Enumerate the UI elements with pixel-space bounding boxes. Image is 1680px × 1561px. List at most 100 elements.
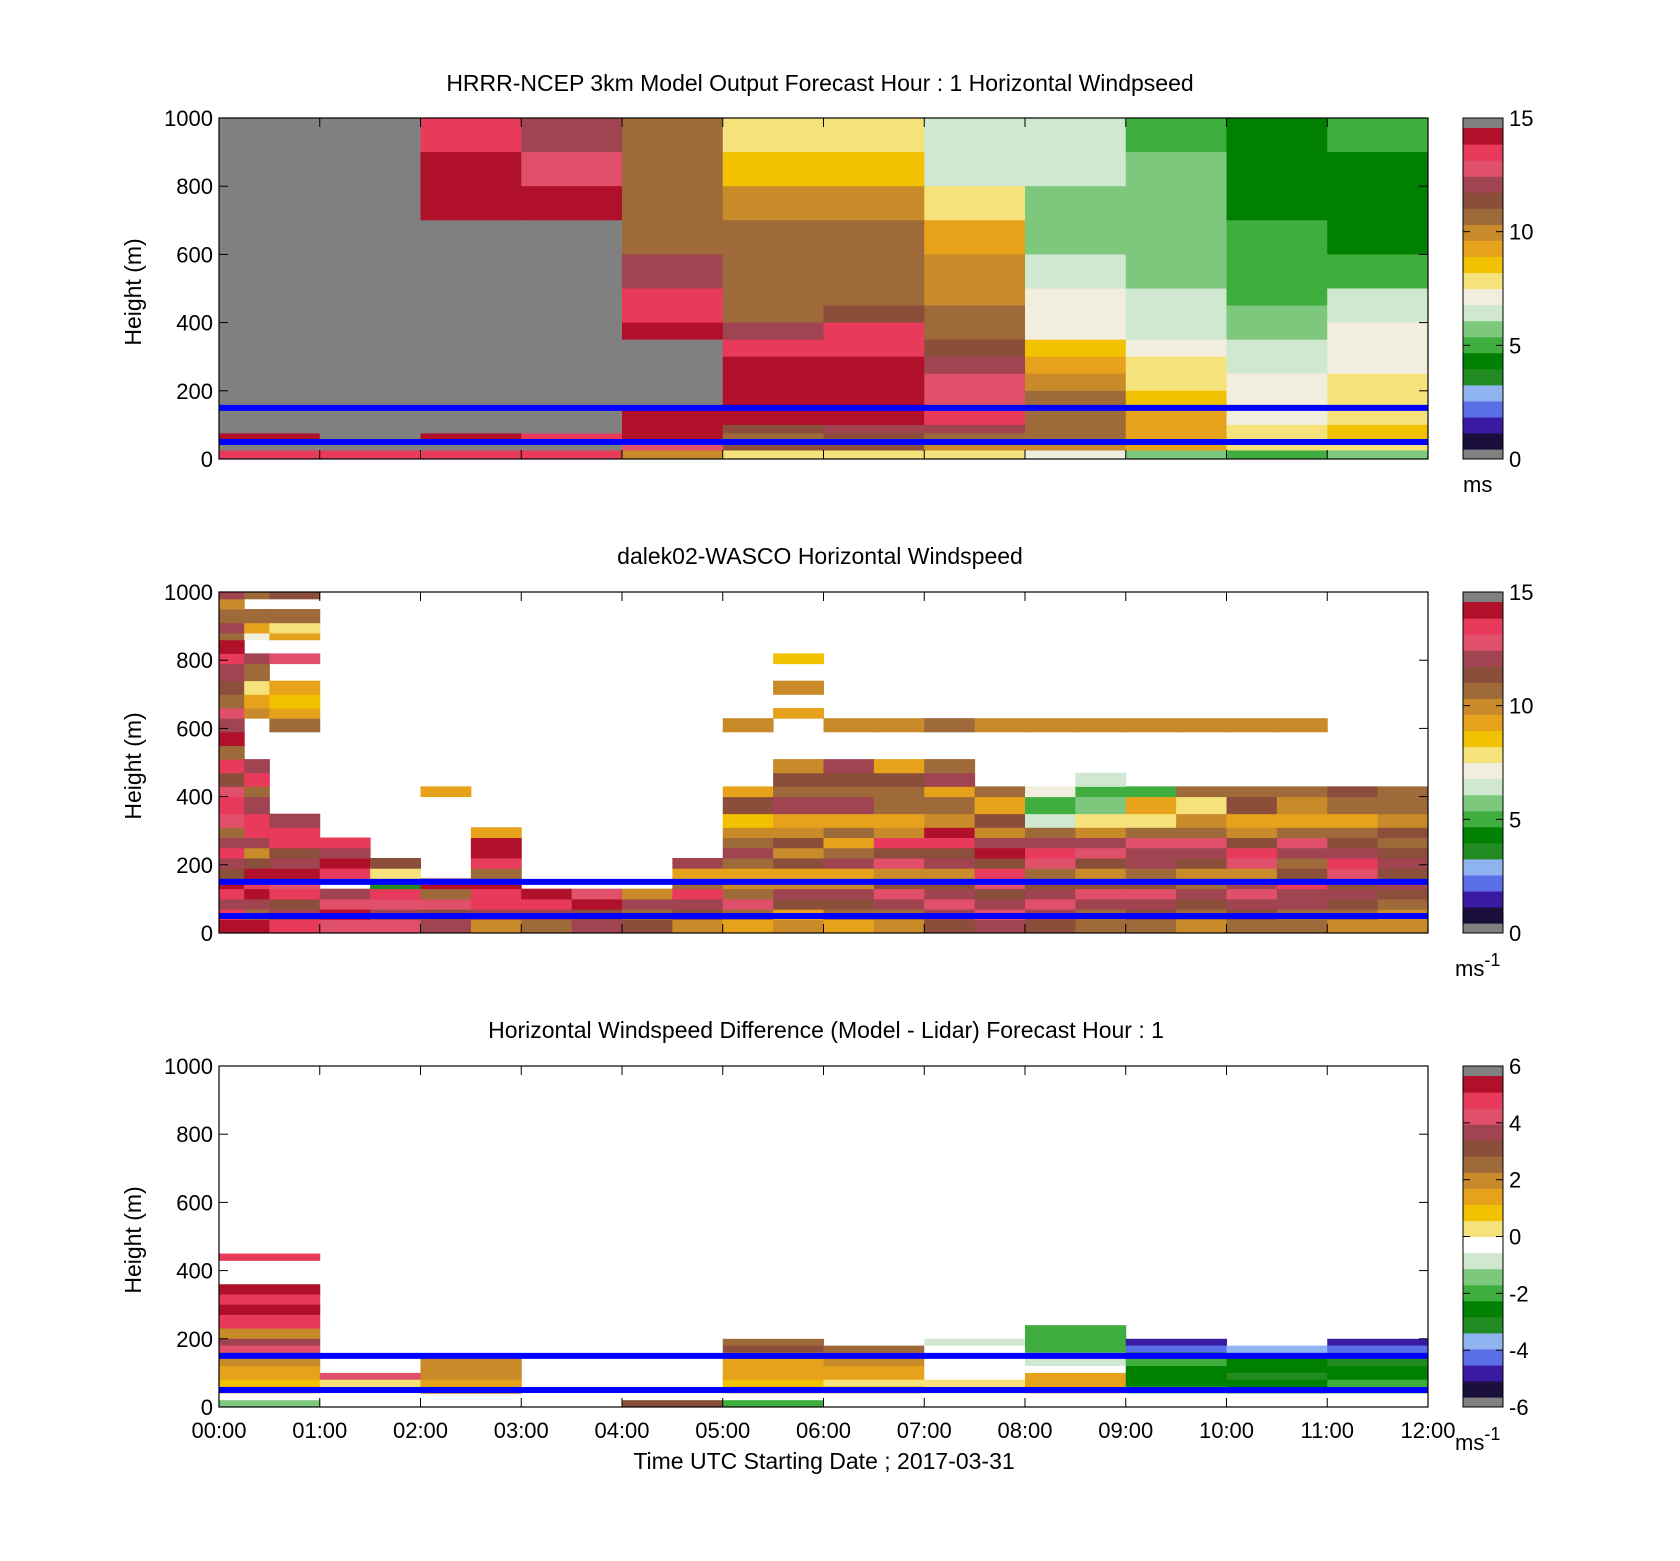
panel-lidar-unit-exp: -1 <box>1484 950 1500 970</box>
p1-colorbar-segment <box>1463 363 1503 367</box>
p2-cell <box>1226 786 1278 798</box>
p2-colorbar-segment <box>1463 816 1503 820</box>
p2-cell <box>319 868 371 879</box>
p1-colorbar-segment <box>1463 232 1503 236</box>
p3-colorbar-tick-label: 2 <box>1509 1168 1521 1193</box>
panel-difference-title: Horizontal Windspeed Difference (Model -… <box>488 1017 1164 1043</box>
p1-cell <box>521 186 623 221</box>
p2-cell <box>1176 718 1227 733</box>
p3-colorbar-segment <box>1463 1169 1503 1173</box>
p3-cell <box>1025 1393 1127 1401</box>
p3-colorbar-segment <box>1463 1228 1503 1232</box>
p2-cell <box>1276 919 1328 934</box>
p2-cell <box>1226 857 1278 869</box>
p1-colorbar-segment <box>1463 315 1503 319</box>
p3-colorbar-tick-label: 6 <box>1509 1054 1521 1079</box>
p1-colorbar-segment <box>1463 301 1503 306</box>
p3-colorbar-segment <box>1463 1279 1503 1283</box>
p3-cell <box>924 1338 1026 1347</box>
p2-colorbar-segment <box>1463 668 1503 673</box>
p2-cell <box>1276 847 1328 859</box>
p2-colorbar-segment <box>1463 711 1503 715</box>
p3-colorbar-segment <box>1463 1231 1503 1235</box>
p2-cell <box>873 837 925 849</box>
p1-cell <box>319 339 421 358</box>
p1-cell <box>823 152 925 187</box>
p1-colorbar-segment <box>1463 194 1503 199</box>
p1-colorbar-tick-label: 5 <box>1509 333 1521 358</box>
p2-cell <box>1377 813 1429 828</box>
p1-cell <box>1125 407 1227 426</box>
p2-colorbar-segment <box>1463 821 1503 825</box>
p1-cell <box>722 305 824 324</box>
p3-cell <box>219 1393 321 1401</box>
p1-colorbar-segment <box>1463 408 1503 413</box>
p2-colorbar-segment <box>1463 864 1503 868</box>
p2-cell <box>1226 837 1278 849</box>
p2-cell <box>823 837 875 849</box>
p1-colorbar-segment <box>1463 240 1503 244</box>
panel-difference-xlabel: Time UTC Starting Date ; 2017-03-31 <box>633 1448 1014 1474</box>
p3-colorbar-tick-label: 4 <box>1509 1111 1521 1136</box>
p3-colorbar-segment <box>1463 1129 1503 1133</box>
panel-model-reference-lines <box>219 404 1428 445</box>
p2-colorbar-segment <box>1463 655 1503 659</box>
p1-cell <box>219 152 321 187</box>
p2-cell <box>823 796 875 815</box>
p2-colorbar-segment <box>1463 730 1503 734</box>
p3-colorbar-segment <box>1463 1078 1503 1082</box>
p2-cell <box>219 868 245 879</box>
p1-cell <box>823 118 925 153</box>
p1-cell <box>924 118 1026 153</box>
p1-colorbar-segment <box>1463 154 1503 159</box>
p2-cell <box>773 919 824 934</box>
p3-colorbar-segment <box>1463 1126 1503 1131</box>
p2-cell <box>1226 796 1278 815</box>
p2-cell <box>924 786 976 798</box>
p2-colorbar-segment <box>1463 783 1503 788</box>
p3-colorbar-segment <box>1463 1300 1503 1304</box>
p1-colorbar-segment <box>1463 376 1503 381</box>
p1-colorbar-segment <box>1463 253 1503 257</box>
p1-cell <box>420 118 522 153</box>
p1-colorbar-segment <box>1463 243 1503 247</box>
p1-cell <box>319 433 421 443</box>
p3-cell <box>1125 1366 1227 1374</box>
p1-colorbar-segment <box>1463 325 1503 330</box>
p2-cell <box>244 868 270 879</box>
p1-colorbar-tick-label: 15 <box>1509 106 1533 131</box>
p2-cell <box>244 786 270 798</box>
p2-colorbar-segment <box>1463 733 1503 737</box>
p2-cell <box>1176 857 1227 869</box>
p2-colorbar-cap-bottom <box>1463 923 1503 933</box>
p2-cell <box>219 772 245 787</box>
p1-cell <box>420 220 522 255</box>
p1-ytick-label: 400 <box>176 311 213 336</box>
p2-colorbar-tick-label: 5 <box>1509 807 1521 832</box>
p1-colorbar-segment <box>1463 406 1503 410</box>
p1-cell <box>1025 424 1127 434</box>
p3-colorbar-tick-label: -2 <box>1509 1281 1529 1306</box>
p2-cell <box>1176 827 1227 839</box>
p1-colorbar-segment <box>1463 293 1503 298</box>
p3-cell <box>219 1372 321 1381</box>
p2-cell <box>219 888 245 900</box>
p2-cell <box>244 796 270 815</box>
p1-colorbar-segment <box>1463 136 1503 140</box>
p3-xtick-label: 00:00 <box>191 1418 246 1443</box>
p2-cell <box>1176 786 1227 798</box>
p1-cell <box>1025 339 1127 358</box>
p2-cell <box>219 813 245 828</box>
p1-cell <box>420 407 522 426</box>
p3-colorbar-segment <box>1463 1249 1503 1254</box>
p1-colorbar-segment <box>1463 237 1503 241</box>
p3-colorbar-segment <box>1463 1295 1503 1299</box>
p1-cell <box>622 373 724 392</box>
p3-cell <box>420 1372 522 1381</box>
p2-cell <box>1327 786 1379 798</box>
p1-cell <box>722 373 824 392</box>
p2-cell <box>269 632 321 641</box>
p1-colorbar-segment <box>1463 368 1503 373</box>
p2-colorbar-segment <box>1463 888 1503 892</box>
p1-colorbar-segment <box>1463 218 1503 223</box>
